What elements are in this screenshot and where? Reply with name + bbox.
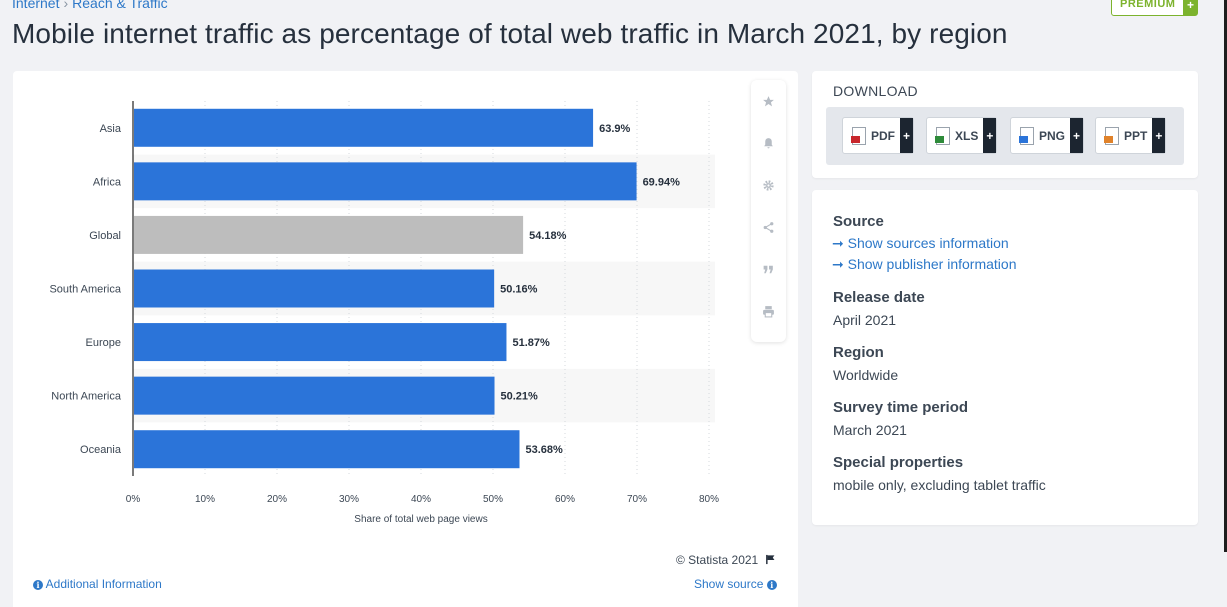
data-label: 50.21%: [501, 391, 539, 403]
bar-chart: Asia 63.9% Africa 69.94% Global 54.18% South A…: [49, 101, 719, 525]
download-ppt-button[interactable]: PPT +: [1095, 117, 1167, 154]
special-properties-value: mobile only, excluding tablet traffic: [833, 477, 1046, 493]
png-file-icon: [1019, 126, 1034, 145]
data-label: 50.16%: [500, 284, 538, 296]
x-tick-label: 50%: [483, 494, 503, 505]
show-source-label: Show source: [694, 577, 764, 591]
bar-europe: [134, 323, 507, 362]
source-heading: Source: [833, 213, 884, 230]
bar-oceania: [134, 430, 520, 469]
flag-icon[interactable]: [765, 554, 776, 565]
bar-africa: [134, 162, 637, 201]
category-label: North America: [51, 391, 122, 403]
breadcrumb-reach-traffic[interactable]: Reach & Traffic: [72, 0, 168, 11]
download-format-label: PDF: [871, 128, 895, 143]
arrow-right-icon: ➞: [832, 235, 844, 251]
premium-plus-icon: +: [1183, 0, 1198, 15]
data-label: 53.68%: [525, 444, 563, 456]
show-publisher-label: Show publisher information: [847, 256, 1017, 272]
window-edge: [1224, 0, 1227, 552]
x-tick-label: 60%: [555, 494, 575, 505]
additional-information-link[interactable]: i Additional Information: [33, 577, 162, 591]
download-format-label: PPT: [1124, 128, 1148, 143]
premium-label: PREMIUM: [1120, 0, 1176, 10]
region-value: Worldwide: [833, 367, 899, 383]
xls-file-icon: [935, 126, 950, 145]
download-pdf-button[interactable]: PDF +: [842, 117, 914, 154]
copyright-text: © Statista 2021: [676, 553, 759, 567]
data-label: 54.18%: [529, 230, 567, 242]
page-title: Mobile internet traffic as percentage of…: [12, 18, 1008, 49]
share-icon[interactable]: [751, 206, 786, 248]
chart-toolbar: [751, 80, 786, 342]
x-tick-label: 20%: [267, 494, 287, 505]
breadcrumb-separator: ›: [63, 0, 69, 11]
quote-icon[interactable]: [751, 248, 786, 290]
breadcrumb-internet[interactable]: Internet: [12, 0, 60, 11]
show-sources-label: Show sources information: [847, 235, 1009, 251]
survey-period-heading: Survey time period: [833, 399, 969, 416]
plus-icon: +: [900, 118, 913, 153]
plus-icon: +: [983, 118, 997, 153]
x-tick-label: 40%: [411, 494, 431, 505]
arrow-right-icon: ➞: [832, 256, 844, 272]
data-label: 63.9%: [599, 123, 630, 135]
gear-icon[interactable]: [751, 164, 786, 206]
special-properties-heading: Special properties: [833, 454, 964, 471]
ppt-file-icon: [1104, 126, 1119, 145]
additional-information-label: Additional Information: [45, 577, 162, 591]
show-sources-link[interactable]: ➞ Show sources information: [832, 235, 1009, 252]
show-source-link[interactable]: Show source i: [694, 577, 777, 591]
x-tick-label: 80%: [699, 494, 719, 505]
bar-south-america: [134, 269, 495, 308]
x-tick-label: 0%: [126, 494, 141, 505]
download-format-label: PNG: [1039, 128, 1066, 143]
plus-icon: +: [1152, 118, 1166, 153]
survey-period-value: March 2021: [833, 422, 907, 438]
show-publisher-link[interactable]: ➞ Show publisher information: [832, 256, 1017, 273]
bar-global: [134, 215, 524, 254]
bar-north-america: [134, 376, 495, 415]
x-tick-label: 10%: [195, 494, 215, 505]
download-xls-button[interactable]: XLS +: [926, 117, 998, 154]
category-label: Europe: [86, 337, 121, 349]
category-label: South America: [49, 284, 121, 296]
copyright: © Statista 2021: [676, 553, 776, 567]
premium-badge[interactable]: PREMIUM +: [1111, 0, 1199, 16]
download-title: DOWNLOAD: [833, 83, 918, 99]
info-icon: i: [33, 580, 43, 590]
star-icon[interactable]: [751, 80, 786, 122]
category-label: Asia: [100, 123, 122, 135]
info-icon: i: [766, 580, 777, 590]
source-card: Source ➞ Show sources information ➞ Show…: [812, 190, 1198, 525]
breadcrumb: Internet › Reach & Traffic: [12, 0, 168, 11]
pdf-file-icon: [851, 126, 866, 145]
release-date-value: April 2021: [833, 312, 897, 328]
category-label: Global: [89, 230, 121, 242]
download-buttons: PDF + XLS + PNG + PPT +: [826, 107, 1184, 165]
print-icon[interactable]: [751, 290, 786, 332]
x-tick-label: 30%: [339, 494, 359, 505]
x-axis-label: Share of total web page views: [354, 514, 487, 525]
x-tick-label: 70%: [627, 494, 647, 505]
category-label: Oceania: [80, 444, 122, 456]
bell-icon[interactable]: [751, 122, 786, 164]
region-heading: Region: [833, 344, 884, 361]
download-png-button[interactable]: PNG +: [1010, 117, 1085, 154]
data-label: 51.87%: [512, 337, 550, 349]
plus-icon: +: [1070, 118, 1084, 153]
bar-asia: [134, 108, 594, 147]
category-label: Africa: [93, 176, 122, 188]
release-date-heading: Release date: [833, 289, 925, 306]
download-format-label: XLS: [955, 128, 979, 143]
data-label: 69.94%: [643, 176, 681, 188]
download-card: DOWNLOAD PDF + XLS + PNG + PPT +: [812, 71, 1198, 178]
